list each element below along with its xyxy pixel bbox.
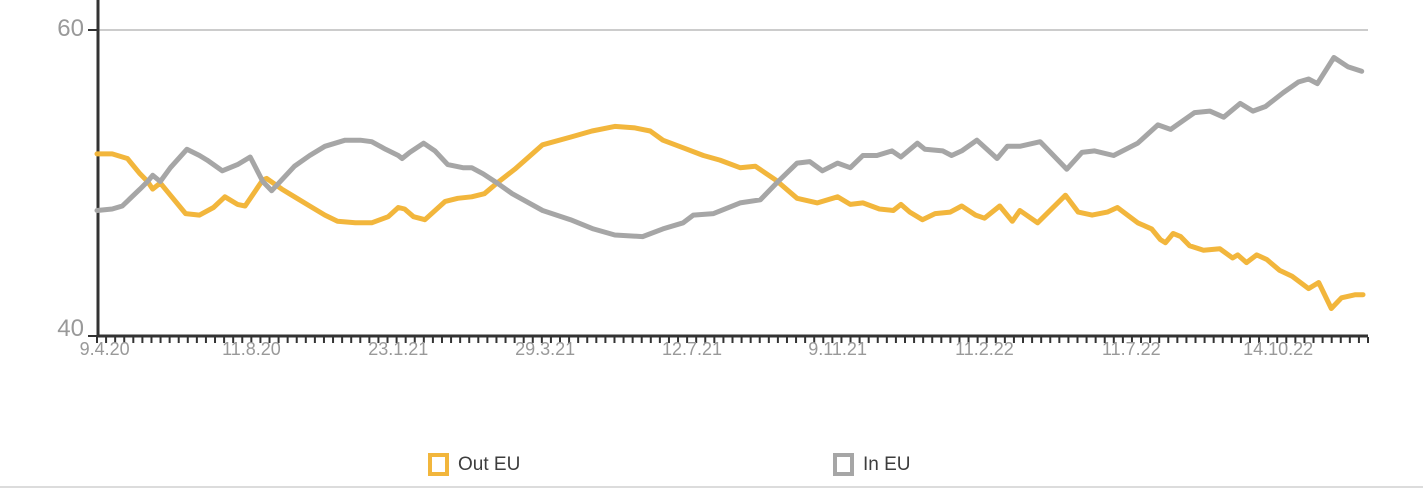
out-eu-swatch-icon — [428, 453, 449, 476]
x-axis-label-23.1.21: 23.1.21 — [368, 339, 428, 359]
in-eu-swatch-icon — [833, 453, 854, 476]
legend-item-out-eu[interactable]: Out EU — [428, 453, 520, 476]
series-line-out-eu — [94, 123, 1366, 311]
legend-item-in-eu[interactable]: In EU — [833, 453, 911, 476]
legend-label-out-eu: Out EU — [458, 454, 521, 475]
x-axis-label-29.3.21: 29.3.21 — [515, 339, 575, 359]
section-divider — [0, 486, 1423, 488]
x-axis-label-12.7.21: 12.7.21 — [662, 339, 722, 359]
x-axis-label-9.11.21: 9.11.21 — [808, 339, 867, 359]
x-axis-label-11.2.22: 11.2.22 — [955, 339, 1014, 359]
x-axis-label-11.8.20: 11.8.20 — [222, 339, 281, 359]
series-line-in-eu — [94, 55, 1365, 240]
y-axis-label-40: 40 — [57, 315, 84, 342]
x-axis-label-9.4.20: 9.4.20 — [80, 339, 130, 359]
x-axis-label-14.10.22: 14.10.22 — [1243, 339, 1313, 359]
x-axis-label-11.7.22: 11.7.22 — [1102, 339, 1161, 359]
y-axis-label-60: 60 — [57, 15, 84, 42]
chart-legend: Out EU In EU — [0, 453, 1423, 483]
legend-label-in-eu: In EU — [863, 454, 911, 475]
